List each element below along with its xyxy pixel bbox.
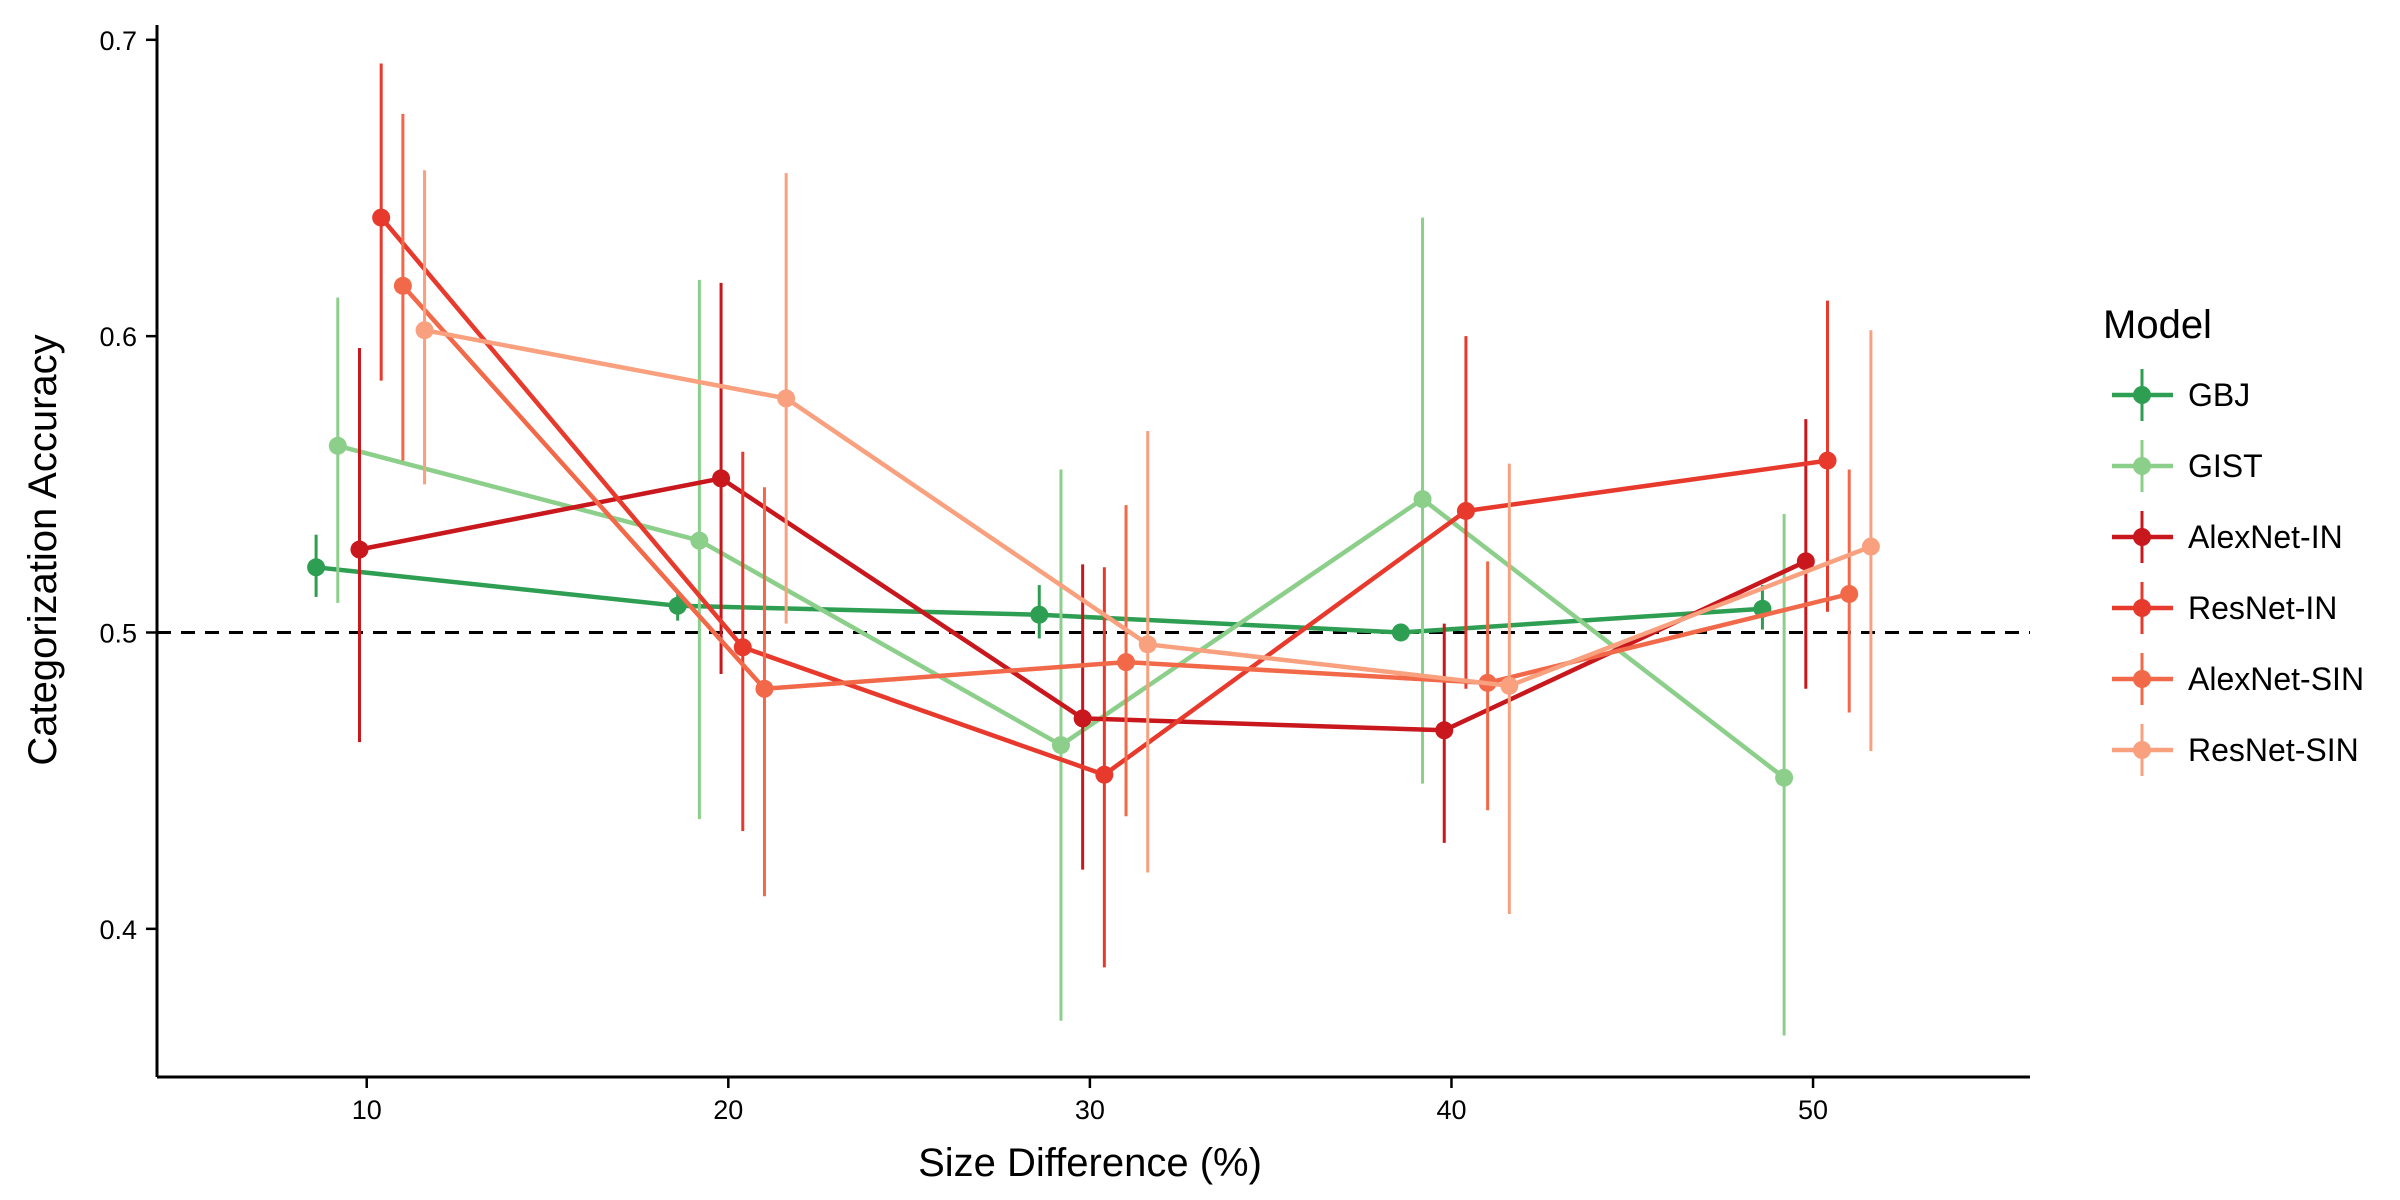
series-gbj xyxy=(307,534,1772,642)
data-point xyxy=(393,276,412,295)
data-point xyxy=(1095,765,1114,784)
legend-item-alexnet-sin: AlexNet-SIN xyxy=(2112,653,2364,705)
data-point xyxy=(1456,501,1475,520)
legend-label: GIST xyxy=(2188,448,2263,484)
series-alexnet-sin xyxy=(393,113,1859,897)
data-point xyxy=(1775,768,1794,787)
legend: Model GBJ GIST AlexNet-IN ResNet-IN AlexNet-… xyxy=(2103,303,2364,776)
y-tick-label: 0.7 xyxy=(99,26,137,56)
x-tick-label: 10 xyxy=(352,1095,382,1125)
series-resnet-in xyxy=(372,63,1837,968)
data-point xyxy=(1138,635,1157,654)
data-point xyxy=(690,531,709,550)
legend-label: ResNet-IN xyxy=(2188,590,2337,626)
data-point xyxy=(350,540,369,559)
legend-item-alexnet-in: AlexNet-IN xyxy=(2112,511,2343,563)
data-point xyxy=(1391,623,1410,642)
x-tick-label: 50 xyxy=(1798,1095,1828,1125)
data-point xyxy=(777,389,796,408)
data-point xyxy=(1030,605,1049,624)
data-point xyxy=(372,208,391,227)
plot-area xyxy=(157,63,2030,1036)
series-alexnet-in xyxy=(350,282,1815,870)
series-resnet-sin xyxy=(415,170,1880,915)
x-axis-title: Size Difference (%) xyxy=(918,1141,1262,1185)
legend-point-key xyxy=(2133,670,2151,688)
data-point xyxy=(1796,552,1815,571)
y-tick-label: 0.5 xyxy=(99,618,137,648)
x-tick-label: 40 xyxy=(1436,1095,1466,1125)
data-point xyxy=(668,596,687,615)
legend-point-key xyxy=(2133,528,2151,546)
legend-point-key xyxy=(2133,599,2151,617)
legend-title: Model xyxy=(2103,303,2212,347)
series-gist xyxy=(328,217,1794,1036)
data-point xyxy=(1500,676,1519,695)
data-point xyxy=(1840,584,1859,603)
legend-item-gbj: GBJ xyxy=(2112,369,2250,421)
data-point xyxy=(307,558,326,577)
legend-label: GBJ xyxy=(2188,377,2250,413)
y-tick-label: 0.6 xyxy=(99,322,137,352)
y-axis-title: Categorization Accuracy xyxy=(21,334,65,765)
axes: 10 20 30 40 50 0.4 0.5 0.6 0.7 xyxy=(99,25,2030,1125)
data-point xyxy=(1435,721,1454,740)
data-point xyxy=(328,436,347,455)
y-tick-label: 0.4 xyxy=(99,915,137,945)
data-point xyxy=(712,469,731,488)
data-point xyxy=(1818,451,1837,470)
data-point xyxy=(733,638,752,657)
legend-point-key xyxy=(2133,457,2151,475)
x-tick-label: 20 xyxy=(713,1095,743,1125)
legend-item-resnet-in: ResNet-IN xyxy=(2112,582,2337,634)
legend-item-gist: GIST xyxy=(2112,440,2263,492)
data-point xyxy=(755,679,774,698)
legend-point-key xyxy=(2133,741,2151,759)
legend-item-resnet-sin: ResNet-SIN xyxy=(2112,724,2359,776)
data-point xyxy=(1051,736,1070,755)
legend-label: AlexNet-IN xyxy=(2188,519,2343,555)
data-point xyxy=(1117,653,1136,672)
legend-point-key xyxy=(2133,386,2151,404)
legend-label: ResNet-SIN xyxy=(2188,732,2359,768)
data-point xyxy=(1413,490,1432,509)
data-point xyxy=(415,321,434,340)
data-point xyxy=(1861,537,1880,556)
x-tick-label: 30 xyxy=(1075,1095,1105,1125)
legend-label: AlexNet-SIN xyxy=(2188,661,2364,697)
data-point xyxy=(1073,709,1092,728)
